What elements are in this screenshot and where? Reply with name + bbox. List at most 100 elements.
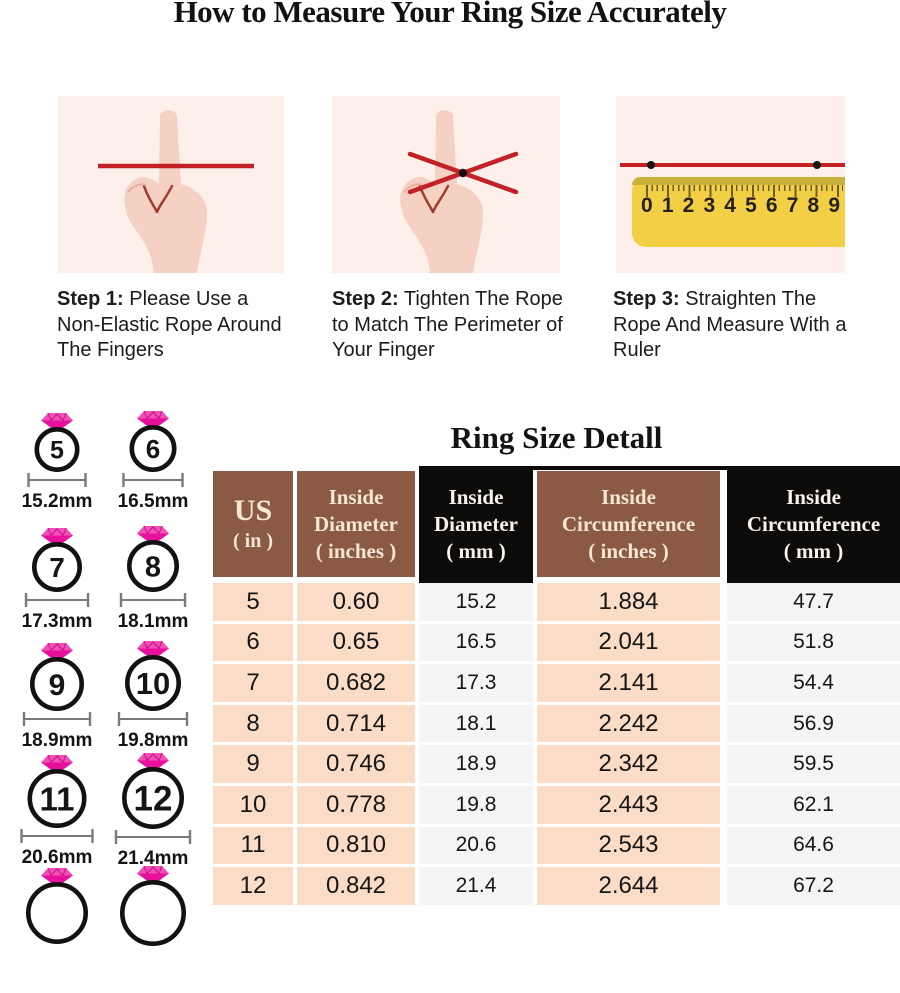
step2-label: Step 2: [332, 288, 399, 310]
table-cell: 20.6 [419, 826, 533, 865]
gem-icon [137, 410, 169, 430]
ring-diameter-label: 16.5mm [118, 491, 189, 512]
table-row: 10 0.778 19.8 2.443 62.1 [213, 785, 900, 824]
table-cell: 1.884 [537, 583, 720, 621]
gem-icon [137, 752, 169, 772]
table-cell: 2.443 [537, 785, 720, 824]
table-cell: 0.714 [297, 704, 415, 743]
table-cell: 51.8 [727, 623, 900, 662]
table-cell: 2.644 [537, 867, 720, 905]
table-cell: 0.682 [297, 664, 415, 702]
table-cell: 2.141 [537, 664, 720, 702]
ring-diameter-label: 19.8mm [118, 730, 189, 751]
rope-end-dot [813, 161, 821, 169]
table-cell: 59.5 [727, 745, 900, 783]
table-row: 12 0.842 21.4 2.644 67.2 [213, 867, 900, 905]
ring-icon-size-8: 8 18.1mm [98, 524, 208, 639]
header-line: ( mm ) [446, 539, 506, 563]
table-cell: 8 [213, 704, 293, 743]
ring-us-size: 11 [40, 780, 75, 817]
bracket-ticks [24, 593, 90, 607]
table-cell: 19.8 [419, 785, 533, 824]
table-cell: 11 [213, 826, 293, 865]
step2-caption: Step 2: Tighten The Rope to Match The Pe… [332, 287, 580, 364]
ruler-icon: 0 1 2 3 4 5 6 7 8 9 [632, 177, 845, 247]
table-cell: 17.3 [419, 664, 533, 702]
table-cell: 0.746 [297, 745, 415, 783]
table-cell: 47.7 [727, 583, 900, 621]
ruler-number: 2 [682, 194, 695, 217]
gem-icon [137, 865, 169, 885]
page-title: How to Measure Your Ring Size Accurately [173, 0, 727, 29]
step3-text: Straighten The Rope And Measure With a R… [613, 288, 847, 361]
ring-diameter-label: 18.1mm [118, 611, 189, 632]
header-line: Inside [328, 484, 384, 509]
ring-band-icon [129, 424, 177, 473]
table-cell: 10 [213, 785, 293, 824]
ruler-number: 1 [661, 194, 674, 217]
table-header-diameter-inches: Inside Diameter ( inches ) [297, 471, 415, 577]
table-row: 9 0.746 18.9 2.342 59.5 [213, 745, 900, 783]
ring-us-size: 10 [136, 666, 170, 701]
ruler-ticks [646, 185, 843, 197]
ring-icon-partial [98, 864, 208, 993]
table-cell: 0.810 [297, 826, 415, 865]
table-row: 6 0.65 16.5 2.041 51.8 [213, 623, 900, 662]
ring-icon-size-11: 11 20.6mm [2, 753, 112, 875]
table-header-circumference-mm: Inside Circumference ( mm ) [727, 466, 900, 583]
table-cell: 5 [213, 583, 293, 621]
gem-icon [137, 525, 169, 545]
ring-us-size: 5 [50, 437, 64, 465]
ring-band-icon [31, 541, 83, 593]
header-line: Circumference [746, 512, 881, 536]
ruler-number: 5 [745, 194, 757, 217]
step2-illustration [332, 96, 560, 273]
ring-band-icon [27, 768, 87, 829]
table-cell: 18.9 [419, 745, 533, 783]
bracket-ticks [27, 473, 87, 487]
gem-icon [41, 754, 73, 774]
ring-band-icon [124, 654, 182, 712]
ring-icon-size-7: 7 17.3mm [2, 526, 112, 639]
table-row: 8 0.714 18.1 2.242 56.9 [213, 704, 900, 743]
header-line: Inside [448, 485, 504, 509]
header-line: ( mm ) [783, 539, 844, 563]
step1-caption: Step 1: Please Use a Non-Elastic Rope Ar… [57, 287, 285, 364]
hand-icon [398, 109, 519, 273]
table-header-circumference-inches: Inside Circumference ( inches ) [537, 471, 720, 577]
gem-icon [41, 527, 73, 547]
ruler-number: 3 [703, 194, 716, 217]
table-cell: 2.041 [537, 623, 720, 662]
header-line: Circumference [561, 511, 696, 536]
ring-diameter-label: 15.2mm [22, 491, 93, 512]
step1-text: Please Use a Non-Elastic Rope Around The… [57, 288, 282, 361]
bracket-ticks [20, 829, 94, 843]
ring-band-icon [29, 656, 85, 712]
table-row: 5 0.60 15.2 1.884 47.7 [213, 583, 900, 621]
table-header-rule [419, 466, 900, 470]
bracket-ticks [122, 473, 184, 487]
table-cell: 15.2 [419, 583, 533, 621]
header-line: ( in ) [233, 530, 273, 552]
ruler-number: 8 [807, 194, 820, 217]
ring-band-icon [119, 879, 187, 947]
bracket-ticks [119, 593, 187, 607]
gem-icon [41, 412, 73, 432]
table-cell: 67.2 [727, 867, 900, 905]
ring-size-table: 5 0.60 15.2 1.884 47.7 6 0.65 16.5 2.041… [213, 583, 900, 908]
ring-icon-partial [2, 866, 112, 991]
header-line: US [233, 494, 273, 527]
bracket-ticks [22, 712, 92, 726]
table-cell: 18.1 [419, 704, 533, 743]
ring-icon-size-6: 6 16.5mm [98, 409, 208, 519]
table-header-diameter-mm: Inside Diameter ( mm ) [419, 466, 533, 583]
table-cell: 56.9 [727, 704, 900, 743]
step2-text: Tighten The Rope to Match The Perimeter … [332, 288, 563, 361]
step1-label: Step 1: [57, 288, 124, 310]
ring-band-icon [121, 766, 185, 830]
ruler-scale: 0 1 2 3 4 5 6 7 8 9 [641, 194, 840, 218]
ring-diameter-label: 21.4mm [118, 848, 189, 869]
ring-diameter-label: 20.6mm [22, 847, 93, 868]
ruler-number: 7 [786, 194, 799, 217]
ring-icon-size-9: 9 18.9mm [2, 641, 112, 758]
